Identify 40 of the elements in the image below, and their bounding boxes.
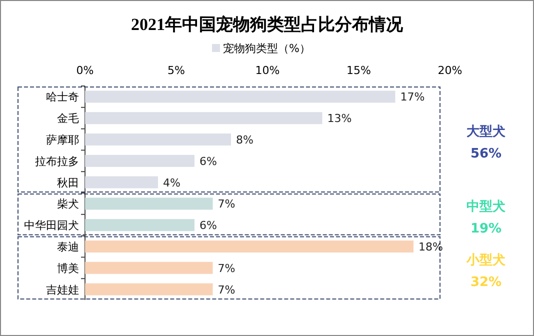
data-label: 7% <box>218 262 236 275</box>
data-label: 17% <box>400 90 425 104</box>
bar <box>85 219 194 232</box>
chart-title: 2021年中国宠物狗类型占比分布情况 <box>131 15 404 34</box>
data-label: 6% <box>200 154 217 168</box>
y-tick-label: 拉布拉多 <box>35 154 79 168</box>
bar <box>85 176 158 188</box>
data-label: 4% <box>163 176 180 190</box>
bar <box>85 112 322 124</box>
x-tick-label: 15% <box>346 64 371 77</box>
y-tick-label: 金毛 <box>57 112 79 126</box>
x-tick-label: 0% <box>76 64 94 77</box>
y-tick-label: 哈士奇 <box>46 90 79 104</box>
x-tick-label: 20% <box>438 64 462 77</box>
data-label: 6% <box>200 219 217 232</box>
data-label: 13% <box>327 112 352 126</box>
y-tick-label: 柴犬 <box>57 198 79 211</box>
legend-label: 宠物狗类型（%） <box>223 42 310 55</box>
text: 大型犬 56% <box>466 124 506 162</box>
text: 小型犬 32% <box>466 252 506 290</box>
bar <box>85 262 213 274</box>
bar <box>85 240 414 252</box>
text: 中型犬 19% <box>466 199 506 236</box>
data-label: 8% <box>236 134 254 146</box>
bar <box>85 283 213 296</box>
bar <box>85 134 231 146</box>
y-tick-label: 秋田 <box>57 176 79 190</box>
y-tick-label: 吉娃娃 <box>46 283 79 296</box>
x-tick-label: 5% <box>168 64 185 77</box>
y-tick-label: 萨摩耶 <box>46 134 79 146</box>
data-label: 7% <box>218 198 236 211</box>
x-tick-label: 10% <box>255 64 280 77</box>
bar <box>85 154 194 167</box>
y-tick-label: 泰迪 <box>57 240 79 254</box>
y-tick-label: 中华田园犬 <box>24 219 79 232</box>
bar <box>85 90 396 103</box>
data-label: 18% <box>418 240 443 254</box>
data-label: 7% <box>218 283 236 296</box>
y-tick-label: 博美 <box>57 262 79 275</box>
bar <box>85 198 213 210</box>
